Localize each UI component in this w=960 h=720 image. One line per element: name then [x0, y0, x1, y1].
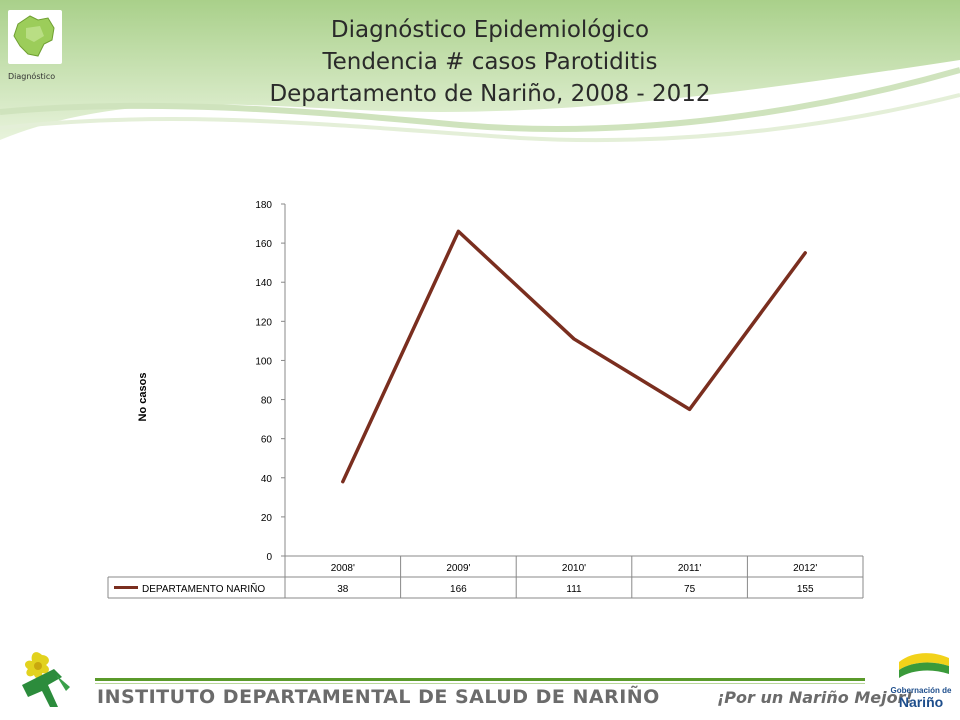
y-tick-label: 80 [261, 396, 273, 407]
y-tick-label: 60 [261, 435, 273, 446]
series-lines [341, 229, 807, 484]
table-value-cell: 75 [684, 584, 696, 595]
y-axis: 0 20 40 60 80 100 120 140 160 180 [255, 200, 286, 563]
series-line [341, 229, 807, 484]
legend-label: DEPARTAMENTO NARIÑO [142, 582, 265, 595]
institute-name: INSTITUTO DEPARTAMENTAL DE SALUD DE NARI… [97, 686, 660, 708]
y-tick-label: 120 [255, 317, 272, 328]
table-value-cell: 155 [797, 584, 814, 595]
y-axis-label: No casos [137, 373, 149, 422]
gobernacion-wordmark: Gobernación de Nariño [890, 686, 952, 710]
institute-flower-logo [22, 652, 70, 707]
y-tick-label: 20 [261, 513, 273, 524]
title-line-3: Departamento de Nariño, 2008 - 2012 [269, 81, 711, 107]
y-tick-label: 0 [266, 552, 272, 563]
logo-caption: Diagnóstico [8, 72, 56, 81]
gobernacion-line1: Gobernación de [890, 686, 952, 695]
x-category-label: 2010' [562, 563, 586, 574]
data-table: 2008' 2009' 2010' 2011' 2012' DEPARTAMENTO NA… [107, 555, 864, 599]
x-category-label: 2009' [446, 563, 470, 574]
y-tick-label: 160 [255, 239, 272, 250]
y-tick-label: 100 [255, 356, 272, 367]
title-line-1: Diagnóstico Epidemiológico [330, 17, 650, 43]
x-category-label: 2008' [331, 563, 355, 574]
gobernacion-flag-logo [899, 653, 949, 678]
line-chart: 0 20 40 60 80 100 120 140 160 180 2008' 2009' 2010'… [107, 200, 864, 599]
header-background [0, 0, 960, 143]
y-tick-label: 180 [255, 200, 272, 211]
department-map-logo [8, 10, 62, 64]
page-title: Diagnóstico Epidemiológico Tendencia # c… [160, 14, 820, 110]
table-value-cell: 166 [450, 584, 467, 595]
x-category-label: 2011' [678, 563, 702, 574]
gobernacion-line2: Nariño [898, 694, 944, 710]
slogan: ¡Por un Nariño Mejor! [717, 688, 913, 707]
y-tick-label: 40 [261, 474, 273, 485]
footer-rule-light [95, 683, 865, 684]
footer-rule [95, 678, 865, 681]
table-value-cell: 111 [566, 584, 582, 595]
table-value-cell: 38 [337, 584, 349, 595]
x-category-label: 2012' [793, 563, 817, 574]
y-tick-label: 140 [255, 278, 272, 289]
title-line-2: Tendencia # casos Parotiditis [322, 49, 658, 75]
